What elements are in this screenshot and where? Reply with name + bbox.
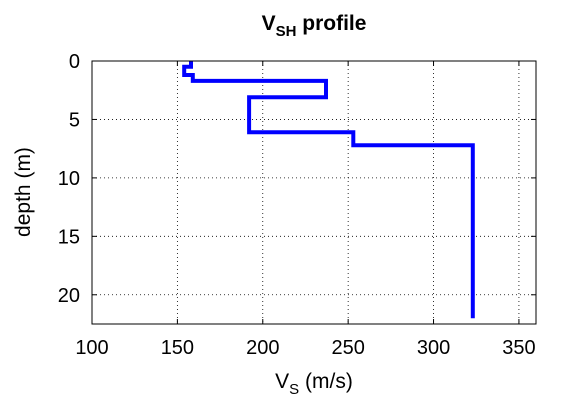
x-tick-label: 100 — [75, 337, 108, 359]
y-tick-label: 0 — [69, 51, 80, 73]
y-tick-label: 5 — [69, 109, 80, 131]
vs-profile-line — [182, 61, 475, 319]
chart-title-main: V — [262, 12, 276, 35]
x-tick-label: 150 — [161, 337, 194, 359]
x-tick-label: 300 — [417, 337, 450, 359]
plot-area — [92, 61, 536, 324]
x-tick-label: 200 — [246, 337, 279, 359]
y-tick-label: 10 — [58, 168, 80, 190]
y-tick-label: 20 — [58, 285, 80, 307]
x-axis-label-sub: S — [289, 381, 299, 398]
chart-title-sub: SH — [276, 23, 297, 40]
x-tick-label: 350 — [502, 337, 535, 359]
ticklabel-layer: 100 150 200 250 300 350 0 5 10 15 20 — [58, 51, 536, 359]
y-tick-label: 15 — [58, 226, 80, 248]
chart-title-rest: profile — [296, 12, 366, 35]
y-axis-label: depth (m) — [12, 147, 35, 237]
x-tick-label: 250 — [331, 337, 364, 359]
chart-title: VSH profile — [262, 12, 367, 40]
x-axis-label-rest: (m/s) — [299, 370, 353, 393]
x-axis-label: VS (m/s) — [275, 370, 353, 398]
series-layer — [182, 61, 475, 319]
x-axis-label-main: V — [275, 370, 289, 393]
axes-box — [91, 60, 537, 325]
